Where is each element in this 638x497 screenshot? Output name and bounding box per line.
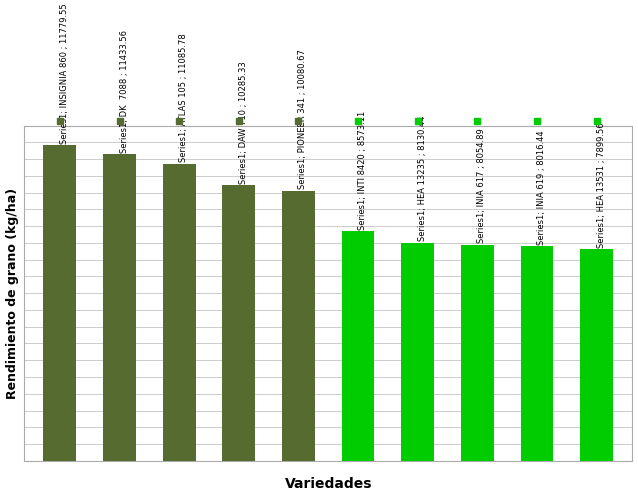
Text: Series1; INSIGNIA 860 ; 11779.55: Series1; INSIGNIA 860 ; 11779.55 [60, 3, 69, 144]
Text: Series1; ATLAS 105 ; 11085.78: Series1; ATLAS 105 ; 11085.78 [179, 33, 188, 162]
Bar [461, 245, 494, 461]
Y-axis label: Rendimiento de grano (kg/ha): Rendimiento de grano (kg/ha) [6, 188, 19, 399]
Bar [342, 231, 375, 461]
Bar [163, 164, 196, 461]
X-axis label: Variedades: Variedades [285, 478, 372, 492]
Bar [223, 185, 255, 461]
Text: Series1; PIONEER 341 ; 10080.67: Series1; PIONEER 341 ; 10080.67 [299, 49, 308, 189]
Bar [580, 249, 613, 461]
Text: Series1; INIA 619 ; 8016.44: Series1; INIA 619 ; 8016.44 [537, 130, 546, 245]
Text: Series1; HEA 13235 ; 8130.44: Series1; HEA 13235 ; 8130.44 [418, 116, 427, 242]
Bar [401, 243, 434, 461]
Text: Series1; DK  7088 ; 11433.56: Series1; DK 7088 ; 11433.56 [119, 30, 128, 153]
Bar [521, 246, 553, 461]
Text: Series1; INTI 8420 ; 8573.11: Series1; INTI 8420 ; 8573.11 [358, 110, 367, 230]
Text: Series1; DAW 710 ; 10285.33: Series1; DAW 710 ; 10285.33 [239, 61, 248, 184]
Bar [282, 190, 315, 461]
Text: Series1; HEA 13531 ; 7899.56: Series1; HEA 13531 ; 7899.56 [597, 122, 605, 248]
Text: Series1; INIA 617 ; 8054.89: Series1; INIA 617 ; 8054.89 [477, 129, 486, 244]
Bar [103, 154, 136, 461]
Bar [43, 145, 77, 461]
